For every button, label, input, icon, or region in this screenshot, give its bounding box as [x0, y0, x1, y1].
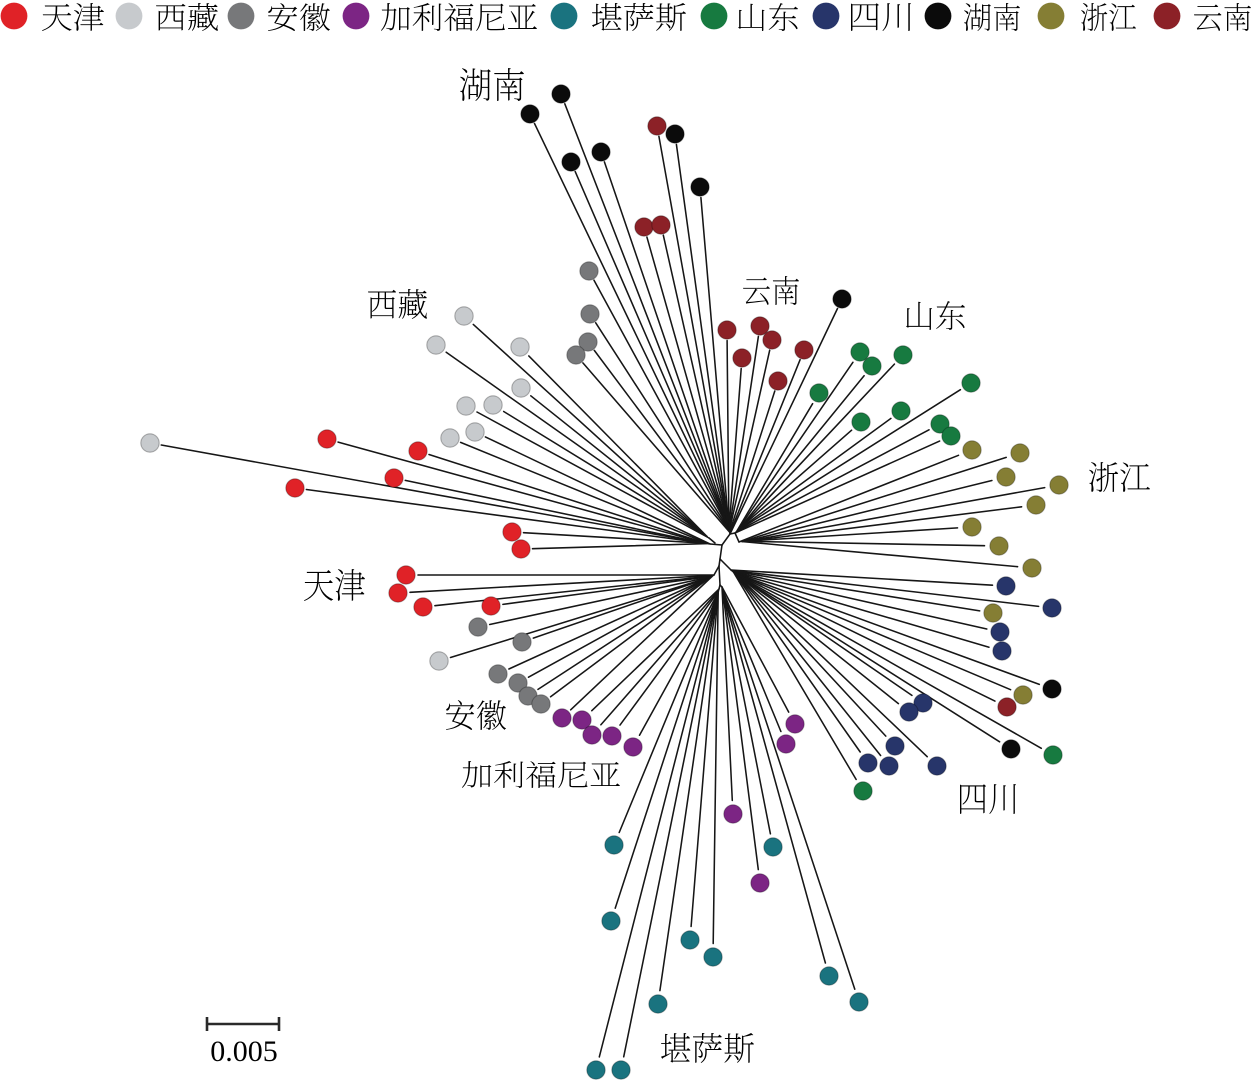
svg-text:0.005: 0.005 — [210, 1035, 278, 1068]
